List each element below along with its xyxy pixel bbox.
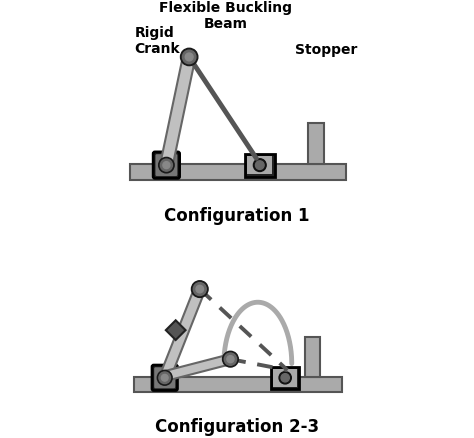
- Circle shape: [191, 281, 208, 297]
- FancyBboxPatch shape: [154, 367, 175, 388]
- Polygon shape: [166, 354, 232, 380]
- Circle shape: [157, 371, 172, 385]
- Circle shape: [163, 162, 170, 169]
- Circle shape: [181, 48, 198, 66]
- Circle shape: [159, 157, 174, 173]
- Circle shape: [159, 372, 171, 384]
- Polygon shape: [166, 320, 185, 340]
- Circle shape: [161, 374, 168, 381]
- Bar: [134, 377, 342, 392]
- Text: Flexible Buckling
Beam: Flexible Buckling Beam: [159, 1, 292, 31]
- Bar: [245, 154, 274, 177]
- Circle shape: [255, 161, 264, 170]
- FancyBboxPatch shape: [153, 152, 180, 178]
- Circle shape: [182, 50, 196, 64]
- Bar: [308, 123, 324, 164]
- Circle shape: [193, 283, 206, 296]
- Bar: [247, 156, 272, 174]
- Circle shape: [160, 159, 173, 171]
- Circle shape: [196, 285, 203, 293]
- Circle shape: [223, 351, 238, 367]
- FancyBboxPatch shape: [152, 365, 177, 391]
- Text: Rigid
Crank: Rigid Crank: [135, 26, 180, 56]
- Bar: [271, 367, 300, 389]
- Polygon shape: [160, 56, 195, 166]
- Polygon shape: [160, 287, 205, 380]
- Bar: [305, 337, 320, 377]
- Circle shape: [185, 53, 193, 61]
- Text: Configuration 1: Configuration 1: [164, 207, 310, 226]
- Circle shape: [279, 371, 292, 384]
- Circle shape: [227, 356, 234, 363]
- Circle shape: [254, 159, 266, 172]
- Circle shape: [224, 353, 237, 365]
- Text: Configuration 2-3: Configuration 2-3: [155, 418, 319, 436]
- Bar: [273, 369, 297, 386]
- Text: Stopper: Stopper: [295, 43, 357, 57]
- FancyBboxPatch shape: [155, 154, 177, 176]
- Bar: [130, 164, 346, 180]
- Circle shape: [281, 374, 289, 382]
